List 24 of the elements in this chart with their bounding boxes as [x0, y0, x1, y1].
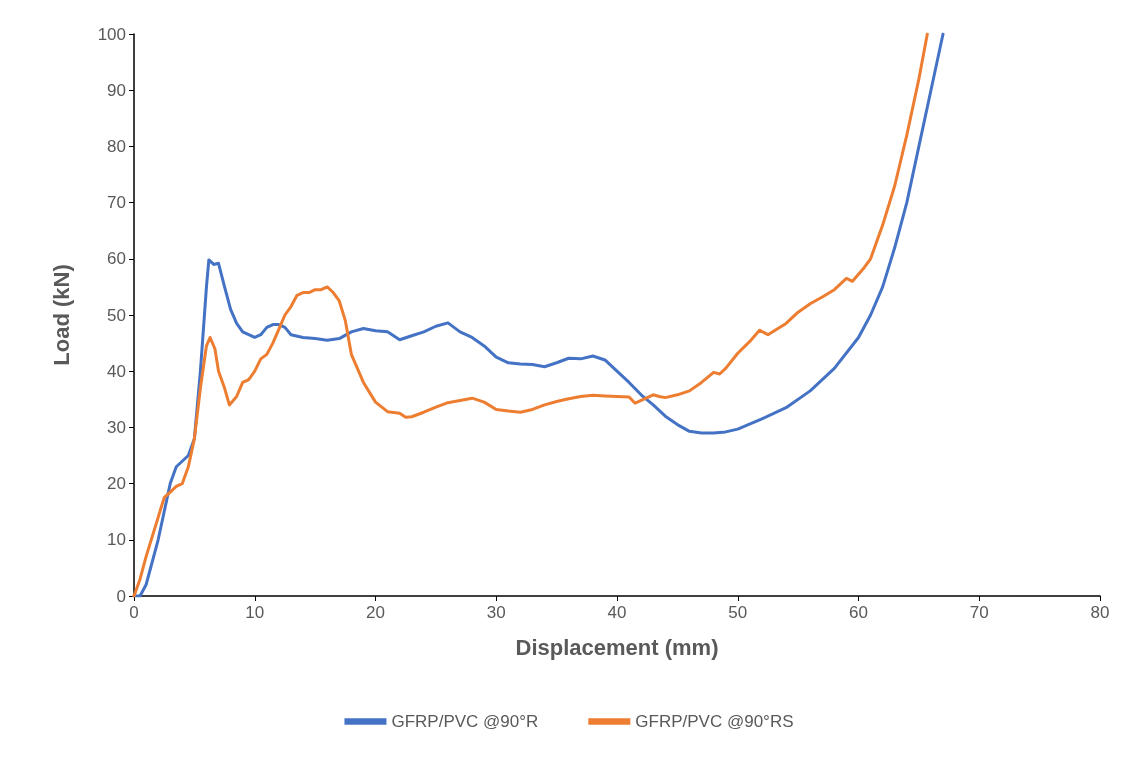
y-tick-label: 60	[107, 249, 126, 269]
x-axis-title: Displacement (mm)	[515, 634, 719, 660]
y-tick-label: 20	[107, 474, 126, 494]
x-tick-label: 10	[245, 603, 265, 622]
y-axis-title: Load (kN)	[48, 264, 74, 366]
y-tick-label: 70	[107, 193, 126, 213]
y-tick-label: 90	[107, 80, 126, 100]
y-tick-label: 100	[97, 24, 126, 44]
x-tick-label: 20	[366, 603, 385, 622]
y-tick-label: 80	[107, 136, 126, 156]
y-tick-label: 30	[107, 417, 126, 437]
legend-label: GFRP/PVC @90°R	[391, 712, 539, 731]
y-tick-label: 10	[107, 530, 126, 550]
x-tick-label: 70	[969, 603, 989, 622]
x-tick-label: 40	[607, 603, 627, 622]
x-tick-label: 50	[728, 603, 748, 622]
x-tick-label: 30	[486, 603, 506, 622]
x-tick-label: 80	[1090, 603, 1110, 622]
legend-label: GFRP/PVC @90°RS	[635, 712, 794, 731]
y-tick-label: 0	[116, 586, 126, 606]
x-tick-label: 0	[129, 603, 139, 622]
y-tick-label: 50	[107, 305, 126, 325]
y-tick-label: 40	[107, 361, 126, 381]
x-tick-label: 60	[849, 603, 868, 622]
